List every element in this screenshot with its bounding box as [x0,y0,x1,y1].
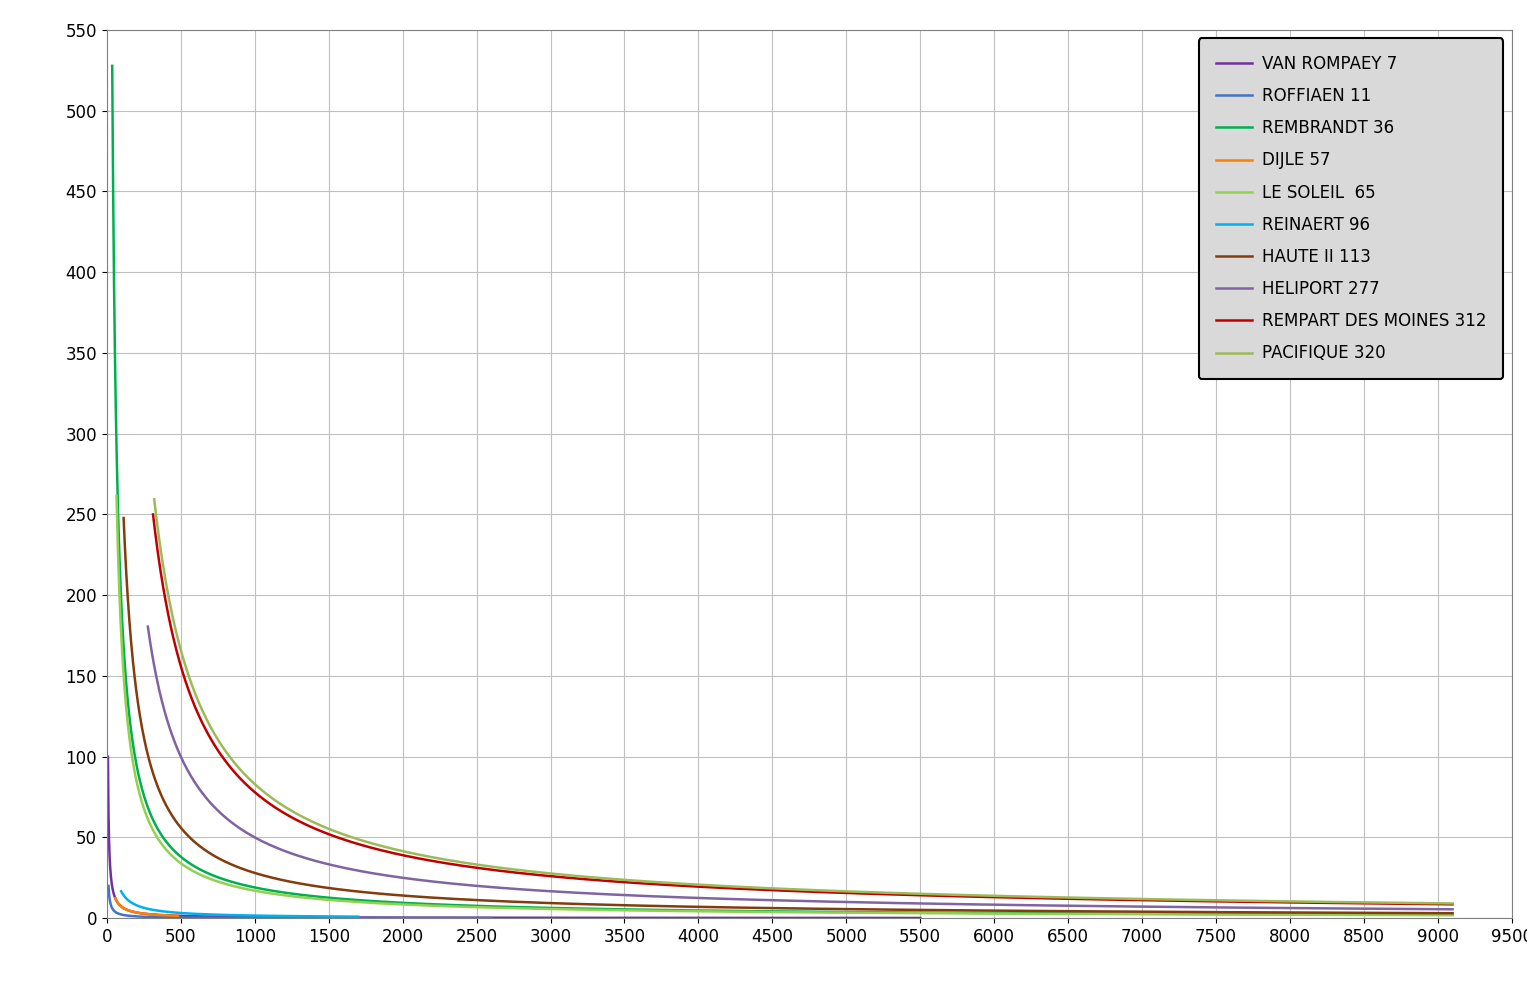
HELIPORT 277 [365,867,383,879]
ROFFIAEN 11 [99,880,118,892]
DIJLE 57 [168,910,186,922]
REMBRANDT 36 [336,893,354,905]
PACIFIQUE 320 [293,810,312,822]
REINAERT 96 [319,910,337,922]
Line: VAN ROMPAEY 7: VAN ROMPAEY 7 [108,756,921,918]
VAN ROMPAEY 7 [99,750,118,762]
PACIFIQUE 320 [1419,897,1437,909]
REMBRANDT 36 [102,60,121,72]
HAUTE II 113 [345,885,363,897]
ROFFIAEN 11 [246,912,264,924]
HAUTE II 113 [266,872,284,884]
REMPART DES MOINES 312 [144,508,162,520]
PACIFIQUE 320 [643,876,661,888]
REMPART DES MOINES 312 [643,878,661,890]
PACIFIQUE 320 [370,839,388,851]
PACIFIQUE 320 [1278,895,1296,907]
LE SOLEIL  65 [1274,909,1292,921]
HAUTE II 113 [625,899,643,911]
Line: PACIFIQUE 320: PACIFIQUE 320 [154,499,1452,903]
HELIPORT 277 [1443,903,1461,915]
HELIPORT 277 [638,890,657,902]
DIJLE 57 [107,892,125,904]
LE SOLEIL  65 [678,905,696,917]
HELIPORT 277 [139,621,157,633]
REINAERT 96 [111,885,130,897]
HELIPORT 277 [1277,902,1295,914]
HAUTE II 113 [1417,907,1435,919]
DIJLE 57 [113,901,131,913]
REINAERT 96 [203,908,221,920]
ROFFIAEN 11 [483,912,501,924]
DIJLE 57 [160,909,179,921]
REMPART DES MOINES 312 [1419,898,1437,910]
VAN ROMPAEY 7 [191,910,209,922]
DIJLE 57 [168,910,186,922]
REINAERT 96 [139,903,157,915]
REINAERT 96 [214,909,232,921]
DIJLE 57 [130,907,148,919]
DIJLE 57 [118,903,136,915]
HAUTE II 113 [1274,906,1292,918]
PACIFIQUE 320 [699,879,718,891]
REINAERT 96 [350,910,368,922]
REMPART DES MOINES 312 [292,816,310,828]
PACIFIQUE 320 [1443,897,1461,909]
ROFFIAEN 11 [166,911,185,923]
Line: HAUTE II 113: HAUTE II 113 [124,518,1452,913]
HELIPORT 277 [287,849,305,861]
REMBRANDT 36 [1443,909,1461,921]
LE SOLEIL  65 [1417,909,1435,921]
REMBRANDT 36 [675,904,693,916]
Line: REINAERT 96: REINAERT 96 [121,891,359,916]
VAN ROMPAEY 7 [808,912,826,924]
REMPART DES MOINES 312 [1443,898,1461,910]
Legend: VAN ROMPAEY 7, ROFFIAEN 11, REMBRANDT 36, DIJLE 57, LE SOLEIL  65, REINAERT 96, : VAN ROMPAEY 7, ROFFIAEN 11, REMBRANDT 36… [1199,38,1504,379]
ROFFIAEN 11 [475,912,493,924]
VAN ROMPAEY 7 [446,912,464,924]
HELIPORT 277 [696,892,715,904]
VAN ROMPAEY 7 [912,912,930,924]
HELIPORT 277 [1417,903,1435,915]
VAN ROMPAEY 7 [240,911,258,923]
HAUTE II 113 [681,901,699,913]
Line: REMPART DES MOINES 312: REMPART DES MOINES 312 [153,514,1452,904]
Line: DIJLE 57: DIJLE 57 [116,898,177,916]
REMPART DES MOINES 312 [698,881,716,893]
VAN ROMPAEY 7 [411,911,429,923]
LE SOLEIL  65 [339,895,357,907]
LE SOLEIL  65 [260,887,278,899]
REINAERT 96 [345,910,363,922]
Line: LE SOLEIL  65: LE SOLEIL 65 [116,496,1452,915]
Line: REMBRANDT 36: REMBRANDT 36 [111,66,1452,915]
ROFFIAEN 11 [144,911,162,923]
VAN ROMPAEY 7 [895,912,913,924]
LE SOLEIL  65 [620,904,638,916]
REMPART DES MOINES 312 [1278,896,1296,908]
ROFFIAEN 11 [263,912,281,924]
REMBRANDT 36 [257,883,275,895]
LE SOLEIL  65 [107,490,125,502]
DIJLE 57 [133,907,151,919]
Line: ROFFIAEN 11: ROFFIAEN 11 [108,886,492,918]
LE SOLEIL  65 [1443,909,1461,921]
REMBRANDT 36 [617,903,635,915]
PACIFIQUE 320 [145,493,163,505]
REINAERT 96 [153,905,171,917]
Line: HELIPORT 277: HELIPORT 277 [148,627,1452,909]
REMBRANDT 36 [1417,909,1435,921]
ROFFIAEN 11 [434,912,452,924]
HAUTE II 113 [115,512,133,524]
REMBRANDT 36 [1272,908,1290,920]
REMPART DES MOINES 312 [370,843,388,855]
HAUTE II 113 [1443,907,1461,919]
